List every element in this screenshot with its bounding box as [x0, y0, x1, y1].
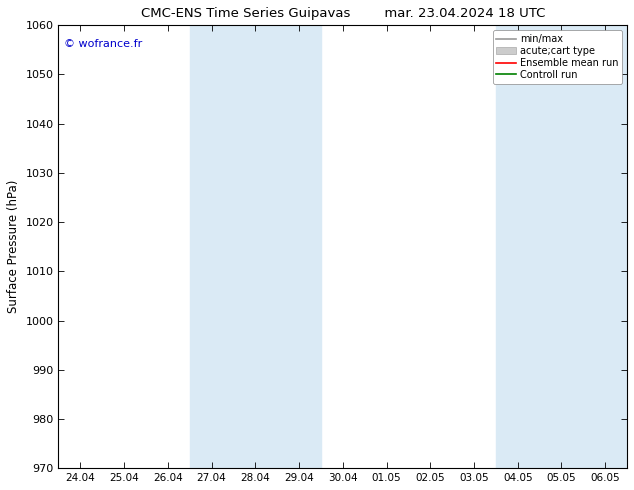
Legend: min/max, acute;cart type, Ensemble mean run, Controll run: min/max, acute;cart type, Ensemble mean … [493, 30, 622, 84]
Bar [190, 25, 321, 468]
Text: © wofrance.fr: © wofrance.fr [64, 39, 143, 49]
Y-axis label: Surface Pressure (hPa): Surface Pressure (hPa) [7, 180, 20, 314]
Bar [496, 25, 627, 468]
Title: CMC-ENS Time Series Guipavas        mar. 23.04.2024 18 UTC: CMC-ENS Time Series Guipavas mar. 23.04.… [141, 7, 545, 20]
